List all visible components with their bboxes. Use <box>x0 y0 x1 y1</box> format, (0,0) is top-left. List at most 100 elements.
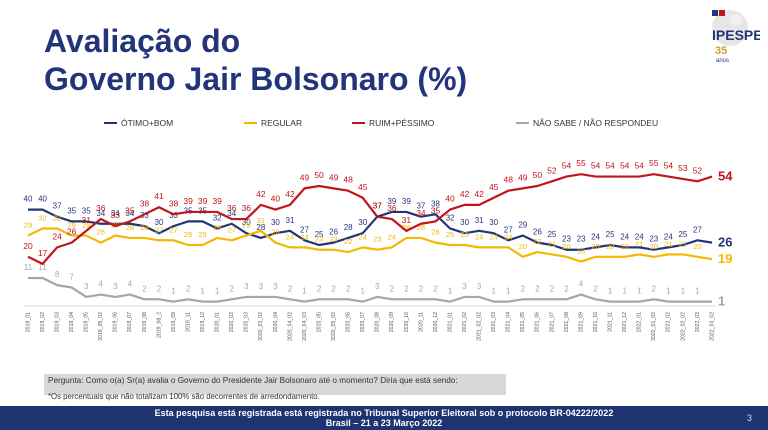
data-label: 1 <box>200 287 205 296</box>
data-label: 2 <box>550 284 555 293</box>
data-label: 49 <box>329 172 339 182</box>
x-tick-label: 2021_01 <box>447 312 453 332</box>
logo-years: 35 <box>715 45 727 57</box>
data-label: 34 <box>416 208 426 218</box>
data-label: 3 <box>113 282 118 291</box>
data-label: 1 <box>695 287 700 296</box>
series-line-1 <box>27 227 713 263</box>
data-label: 2 <box>288 284 293 293</box>
data-label: 39 <box>198 196 208 206</box>
data-label: 54 <box>562 161 572 171</box>
data-label: 54 <box>620 161 630 171</box>
x-tick-label: 2020_03_02 <box>258 312 264 341</box>
x-tick-label: 2020_12 <box>433 312 439 332</box>
data-label: 2 <box>652 284 657 293</box>
data-label: 55 <box>576 158 586 168</box>
data-label: 25 <box>606 230 615 239</box>
data-label: 3 <box>375 282 380 291</box>
x-tick-label: 2021_11 <box>608 312 614 332</box>
data-label: 22 <box>344 237 352 246</box>
data-label: 36 <box>387 203 397 213</box>
data-label: 1 <box>491 287 496 296</box>
data-label: 1 <box>215 287 220 296</box>
data-label: 1 <box>608 287 613 296</box>
data-label: 31 <box>286 216 295 225</box>
data-label: 30 <box>489 218 498 227</box>
x-tick-label: 2022_02 <box>666 312 672 332</box>
x-tick-label: 2022_03 <box>695 312 701 332</box>
data-label: 25 <box>184 230 192 239</box>
data-label: 54 <box>605 161 615 171</box>
x-tick-label: 2019_01 <box>25 312 31 332</box>
legend-label: NÃO SABE / NÃO RESPONDEU <box>533 118 659 128</box>
data-label: 34 <box>111 209 120 218</box>
x-tick-label: 2020_05_02 <box>331 312 337 341</box>
data-label: 4 <box>579 280 584 289</box>
data-label: 28 <box>417 223 425 232</box>
data-label: 45 <box>489 182 499 192</box>
data-label: 35 <box>125 205 135 215</box>
x-tick-label: 2019_08_2 <box>156 312 162 338</box>
data-label: 2 <box>404 284 409 293</box>
series-line-0 <box>28 208 713 251</box>
x-tick-label: 2021_08 <box>564 312 570 332</box>
data-label: 24 <box>388 232 396 241</box>
data-label: 27 <box>300 225 309 234</box>
x-tick-label: 2020_06 <box>346 312 352 332</box>
question-note: Pergunta: Como o(a) Sr(a) avalia o Gover… <box>44 374 506 395</box>
data-label: 3 <box>462 282 467 291</box>
data-label: 24 <box>635 232 644 241</box>
data-label: 25 <box>315 230 324 239</box>
chart-legend: ÓTIMO+BOM REGULAR RUIM+PÉSSIMO NÃO SABE … <box>0 118 768 134</box>
data-label: 1 <box>448 287 453 296</box>
data-label: 11 <box>24 263 33 272</box>
data-label: 2 <box>157 284 162 293</box>
x-tick-label: 2021_06 <box>535 312 541 332</box>
data-label: 29 <box>518 221 527 230</box>
data-label: 38 <box>140 198 150 208</box>
data-label: 27 <box>155 225 163 234</box>
data-label: 26 <box>271 228 279 237</box>
data-label: 50 <box>314 170 324 180</box>
data-label: 34 <box>227 209 236 218</box>
data-label: 37 <box>53 202 62 211</box>
data-label: 32 <box>213 213 222 222</box>
x-tick-label: 2019_12 <box>200 312 206 332</box>
data-label: 28 <box>256 223 265 232</box>
data-label: 8 <box>55 270 60 279</box>
data-label: 45 <box>358 182 368 192</box>
rounding-note: *Os percentuais que não totalizam 100% s… <box>48 392 320 401</box>
x-tick-label: 2020_01 <box>215 312 221 332</box>
data-label: 23 <box>315 235 323 244</box>
data-label: 31 <box>475 216 484 225</box>
data-label: 20 <box>591 242 599 251</box>
data-label: 33 <box>140 211 149 220</box>
data-label: 40 <box>24 195 33 204</box>
legend-swatch <box>244 122 257 124</box>
data-label: 22 <box>533 237 541 246</box>
data-label: 24 <box>300 232 308 241</box>
data-label: 25 <box>547 230 556 239</box>
data-label: 2 <box>521 284 526 293</box>
data-label: 26 <box>97 228 105 237</box>
data-label: 24 <box>359 232 367 241</box>
data-label: 38 <box>169 198 179 208</box>
data-label: 53 <box>678 163 688 173</box>
data-label: 30 <box>271 218 280 227</box>
data-label: 39 <box>183 196 193 206</box>
data-label: 49 <box>300 172 310 182</box>
data-label: 21 <box>635 239 643 248</box>
end-value-label: 54 <box>718 169 733 184</box>
data-label: 24 <box>504 232 512 241</box>
legend-item-otimo-bom: ÓTIMO+BOM <box>104 118 173 128</box>
data-label: 54 <box>634 161 644 171</box>
data-label: 3 <box>273 282 278 291</box>
data-label: 27 <box>169 225 177 234</box>
data-label: 1 <box>506 287 511 296</box>
data-label: 37 <box>416 202 425 211</box>
data-label: 42 <box>256 189 266 199</box>
legend-swatch <box>104 122 117 124</box>
x-tick-label: 2022_01 <box>637 312 643 332</box>
data-label: 11 <box>38 263 47 272</box>
x-tick-label: 2021_07 <box>549 312 555 332</box>
